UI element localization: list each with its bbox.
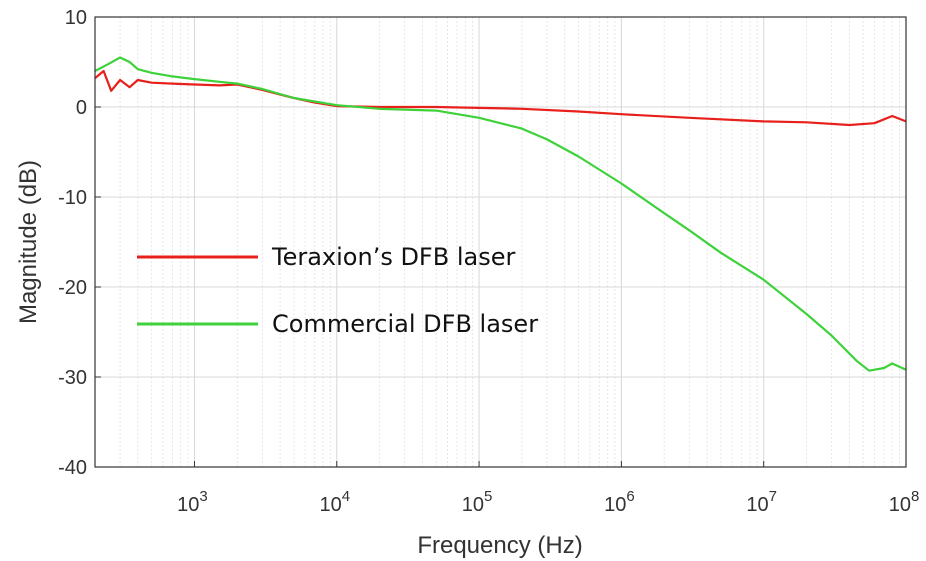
x-tick-label: 103 <box>177 488 208 516</box>
y-tick-label: 10 <box>65 7 87 29</box>
plot-area <box>95 17 906 467</box>
plot-frame <box>94 16 907 468</box>
x-tick-label: 107 <box>746 488 777 516</box>
y-tick-label: -30 <box>58 367 87 389</box>
legend-label: Commercial DFB laser <box>272 310 538 338</box>
x-tick-label: 108 <box>889 488 920 516</box>
y-axis-title: Magnitude (dB) <box>15 160 42 324</box>
legend-label: Teraxion’s DFB laser <box>271 243 515 271</box>
x-tick-label: 104 <box>319 488 350 516</box>
commercial-series-line <box>94 56 907 372</box>
series-lines <box>94 56 907 372</box>
grid <box>94 16 906 468</box>
y-tick-label: -20 <box>58 277 87 299</box>
axis-ticks: 103 104 105 106 107 108 10 0 -10 -20 -30 -40 <box>58 7 919 516</box>
y-tick-label: -10 <box>58 187 87 209</box>
x-axis-title: Frequency (Hz) <box>417 532 582 559</box>
y-tick-label: 0 <box>76 97 87 119</box>
y-tick-label: -40 <box>58 457 87 479</box>
x-tick-label: 105 <box>462 488 493 516</box>
x-tick-label: 106 <box>604 488 635 516</box>
legend: Teraxion’s DFB laser Commercial DFB laser <box>137 243 538 338</box>
